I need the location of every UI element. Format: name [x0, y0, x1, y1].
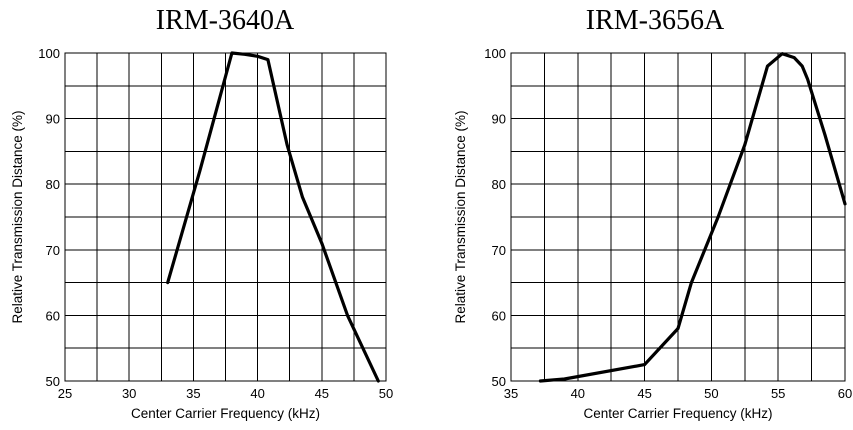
chart-2-series-line [538, 52, 847, 383]
chart-2-x-tick-label: 45 [637, 386, 651, 401]
chart-2-y-axis-label: Relative Transmission Distance (%) [453, 110, 468, 323]
chart-2-title: IRM-3656A [586, 5, 725, 36]
chart-2-plot-frame [510, 52, 846, 382]
chart-1-x-tick-label: 50 [379, 386, 393, 401]
chart-2-y-tick-label: 90 [492, 112, 506, 127]
chart-2-x-axis-label: Center Carrier Frequency (kHz) [583, 406, 772, 421]
chart-2-x-tick-label: 50 [704, 386, 718, 401]
chart-2-y-tick-label: 80 [492, 177, 506, 192]
chart-2-x-tick-label: 60 [838, 386, 852, 401]
chart-1-x-tick-label: 45 [315, 386, 329, 401]
chart-1-x-tick-label: 25 [58, 386, 72, 401]
chart-1-y-axis-label: Relative Transmission Distance (%) [10, 110, 25, 323]
chart-2-x-tick-label: 40 [571, 386, 585, 401]
chart-2-x-tick-label: 35 [504, 386, 518, 401]
chart-1-y-tick-label: 100 [38, 46, 60, 61]
chart-1-y-tick-label: 70 [46, 243, 60, 258]
chart-1-y-tick-label: 90 [46, 112, 60, 127]
chart-1-title: IRM-3640A [156, 5, 295, 36]
chart-2-x-tick-label: 55 [771, 386, 785, 401]
chart-1-y-tick-label: 60 [46, 308, 60, 323]
chart-2-y-tick-label: 70 [492, 243, 506, 258]
chart-1-x-tick-label: 30 [122, 386, 136, 401]
chart-1-y-tick-label: 50 [46, 374, 60, 389]
chart-1-plot-frame [64, 52, 387, 382]
chart-1-y-tick-label: 80 [46, 177, 60, 192]
chart-1-x-axis-label: Center Carrier Frequency (kHz) [131, 406, 320, 421]
chart-2-y-tick-label: 60 [492, 308, 506, 323]
chart-2-y-tick-label: 50 [492, 374, 506, 389]
chart-2-y-tick-label: 100 [484, 46, 506, 61]
chart-1-series-line [166, 51, 380, 383]
chart-1-x-tick-label: 40 [250, 386, 264, 401]
chart-1-x-tick-label: 35 [186, 386, 200, 401]
